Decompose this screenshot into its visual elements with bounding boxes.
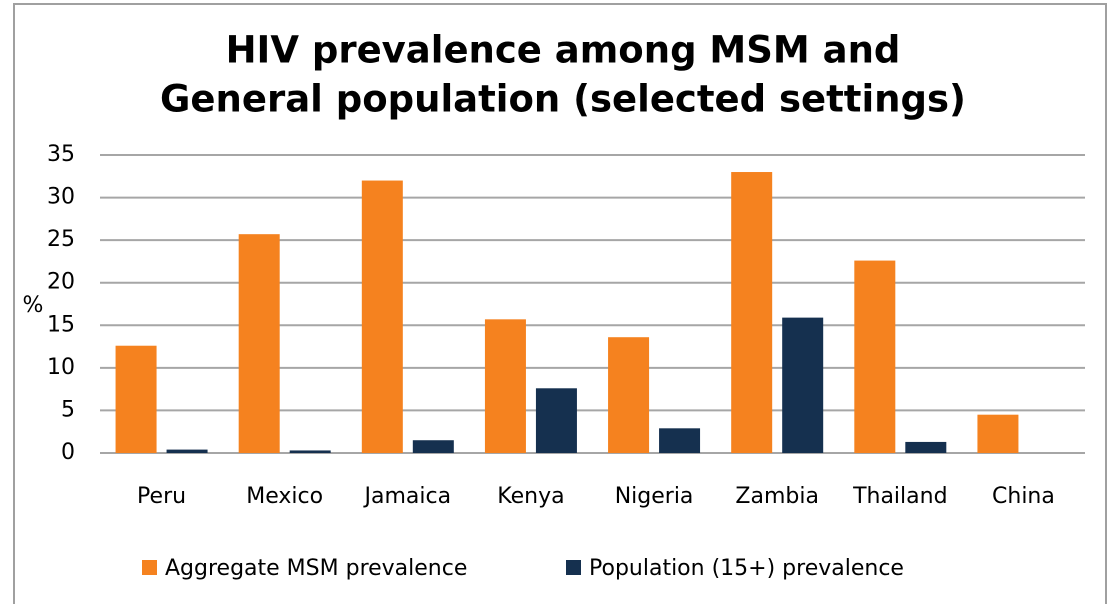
x-tick-label: Mexico (246, 484, 323, 509)
x-tick-label: China (992, 484, 1055, 509)
bar (361, 180, 403, 454)
bar (412, 440, 454, 453)
legend-label: Population (15+) prevalence (589, 556, 904, 581)
x-tick-label: Jamaica (363, 484, 452, 509)
x-tick-label: Zambia (735, 484, 819, 509)
y-axis-label: % (23, 293, 44, 318)
bar (115, 345, 157, 453)
bar (289, 450, 331, 453)
x-tick-label: Kenya (497, 484, 564, 509)
y-tick-label: 30 (47, 185, 75, 210)
bar (659, 428, 701, 453)
bar (977, 414, 1019, 453)
bar (608, 337, 650, 453)
y-tick-label: 25 (47, 227, 75, 252)
bar (238, 234, 280, 453)
chart-title: HIV prevalence among MSM and (226, 29, 901, 72)
y-tick-label: 15 (47, 312, 75, 337)
bar (905, 441, 947, 453)
bar (166, 449, 208, 453)
legend-swatch (142, 560, 157, 575)
legend-label: Aggregate MSM prevalence (165, 556, 467, 581)
bar (731, 172, 773, 453)
bar (782, 317, 824, 453)
y-tick-label: 10 (47, 355, 75, 380)
legend-swatch (566, 560, 581, 575)
y-tick-label: 35 (47, 142, 75, 167)
bar (535, 388, 577, 453)
chart-title: General population (selected settings) (160, 78, 966, 121)
y-tick-label: 0 (61, 440, 75, 465)
x-tick-label: Thailand (852, 484, 947, 509)
bar (484, 319, 526, 453)
x-tick-label: Peru (137, 484, 186, 509)
x-tick-label: Nigeria (615, 484, 694, 509)
frame (13, 3, 1107, 604)
y-tick-label: 20 (47, 270, 75, 295)
y-tick-label: 5 (61, 397, 75, 422)
bar (854, 260, 896, 453)
